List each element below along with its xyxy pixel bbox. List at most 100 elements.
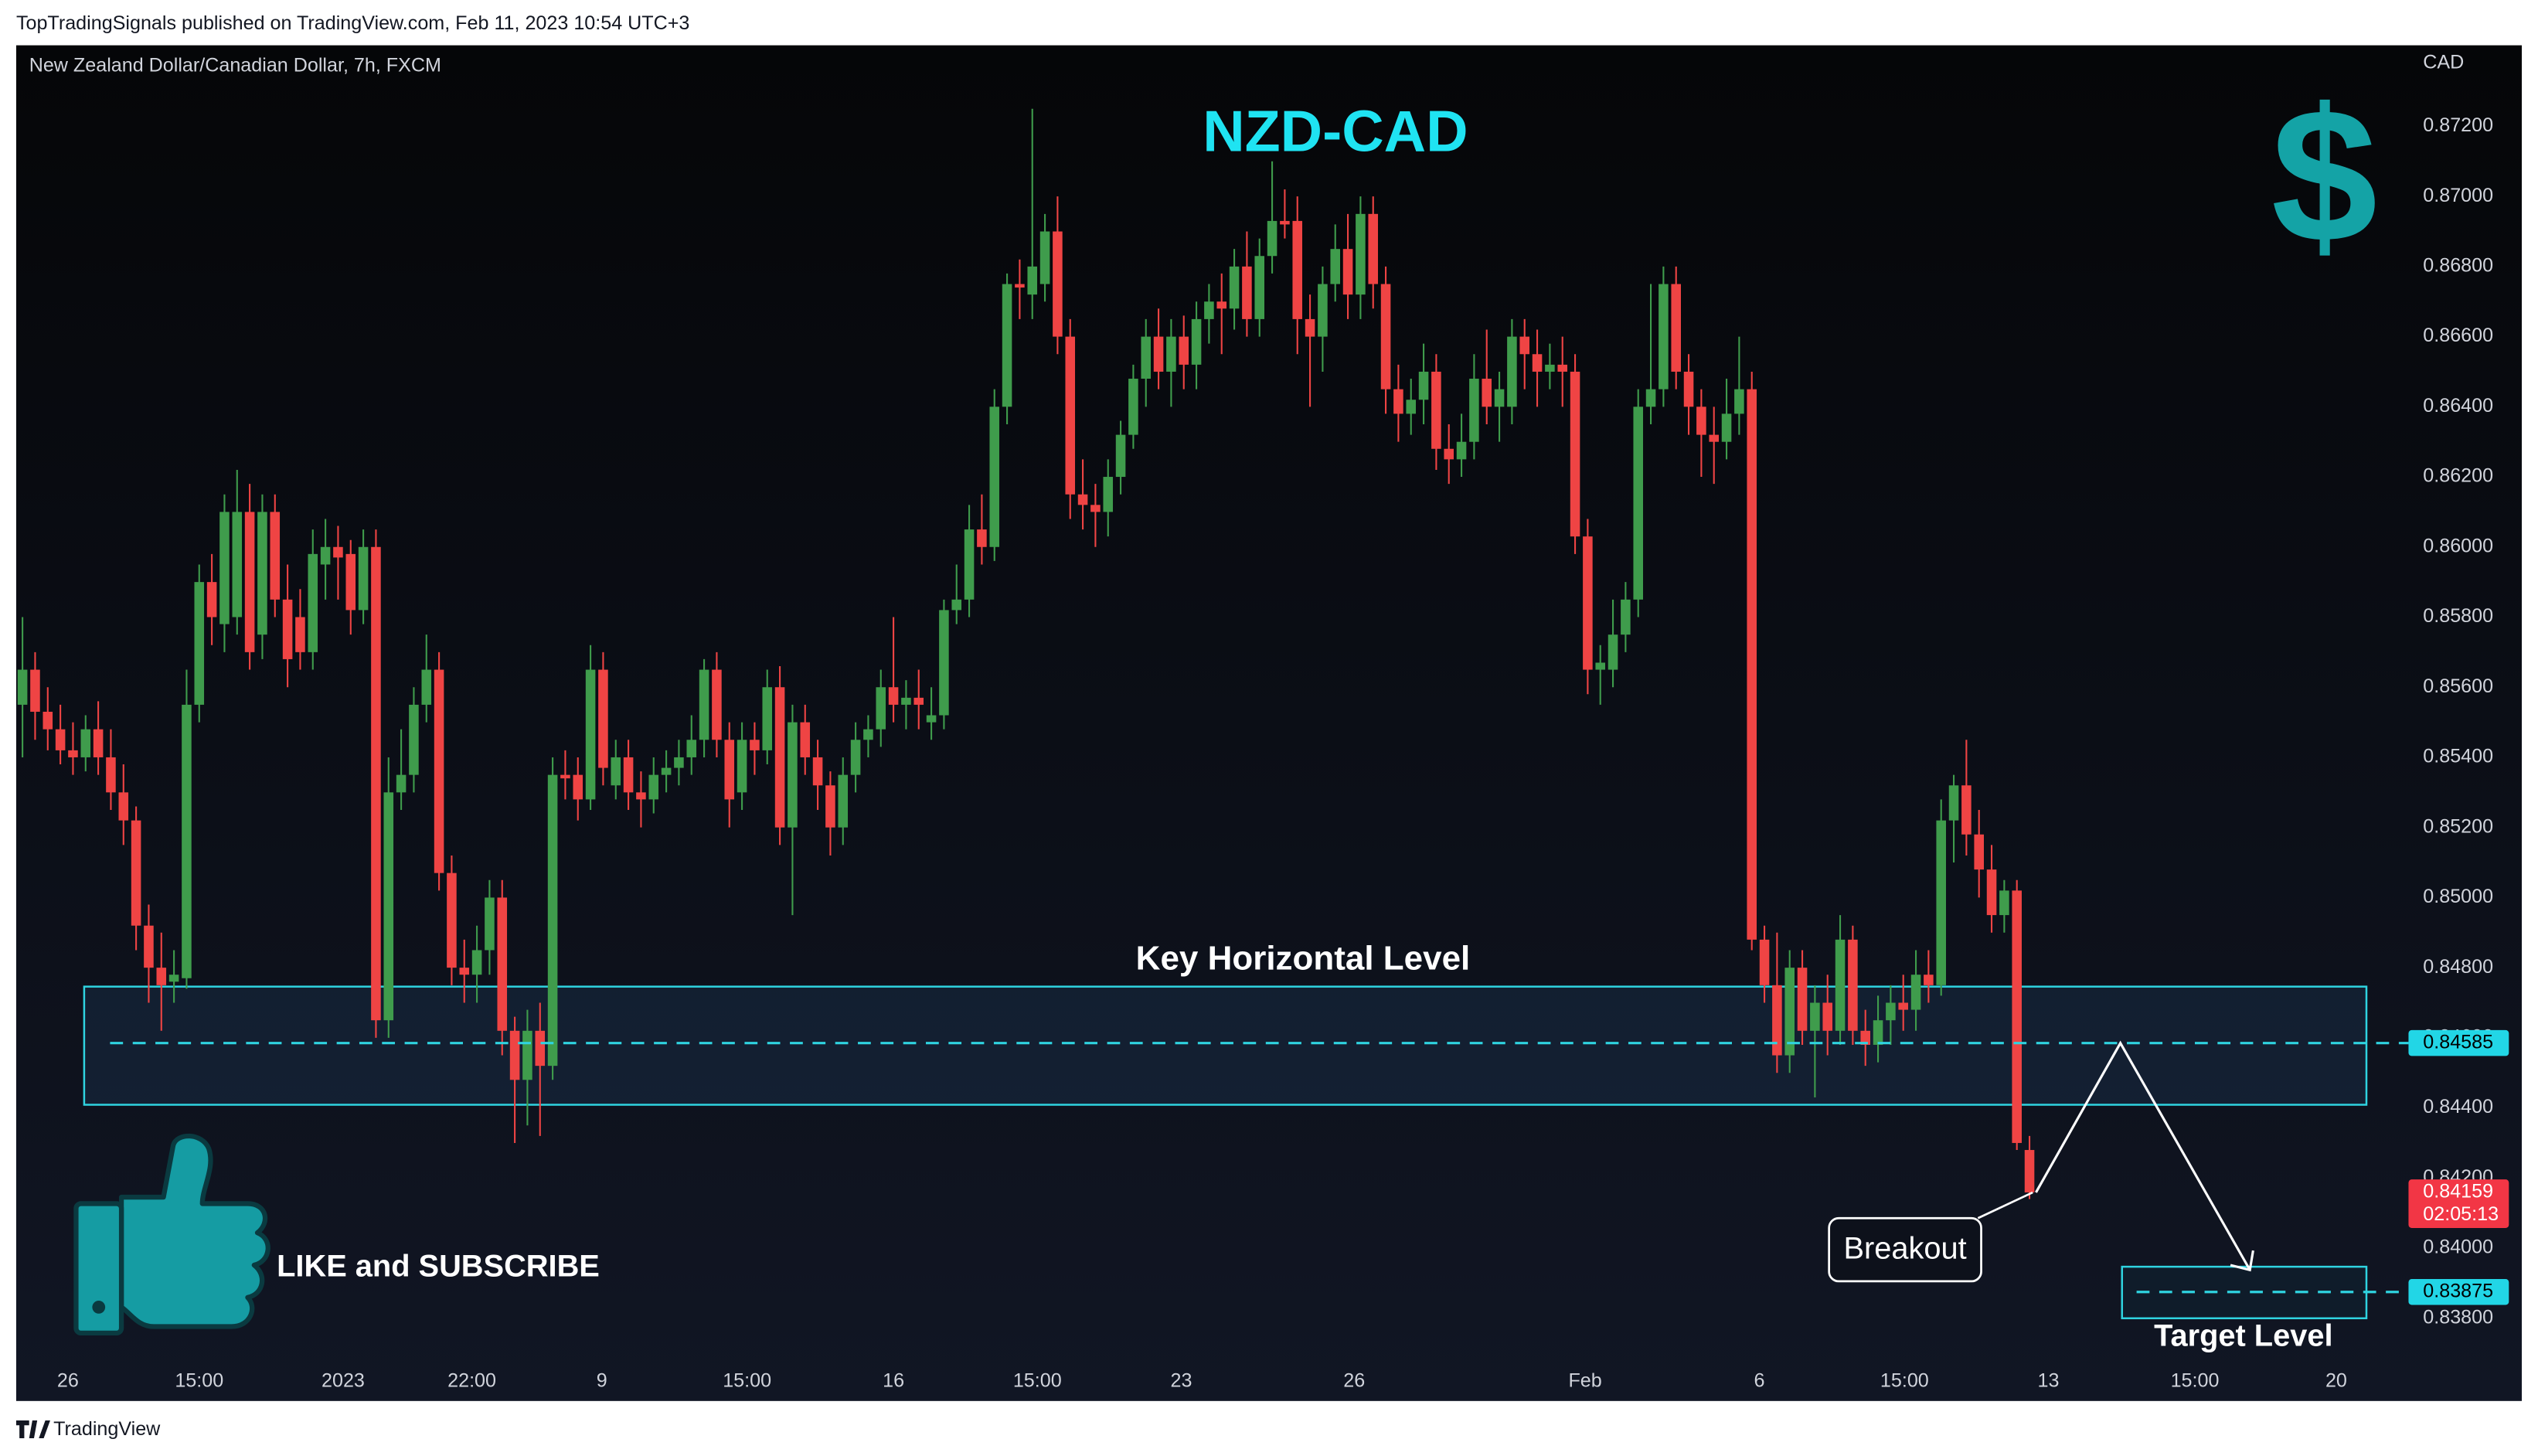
candle-body (1621, 599, 1631, 635)
candle-body (1292, 220, 1303, 319)
target-price-box (2408, 1279, 2509, 1305)
candle-body (1015, 284, 1025, 288)
x-tick-label: 9 (597, 1369, 607, 1391)
countdown-label: 02:05:13 (2423, 1203, 2499, 1225)
candle-body (232, 512, 243, 617)
candle-body (1659, 284, 1669, 390)
candle-body (1280, 220, 1290, 225)
candle-body (1936, 820, 1946, 985)
candle-body (522, 1030, 532, 1080)
candle-body (1166, 336, 1176, 372)
candle-body (788, 722, 798, 828)
candle-body (383, 792, 394, 1021)
candle-body (1027, 266, 1038, 295)
candle-body (17, 669, 28, 705)
candle-body (724, 740, 735, 800)
chart-title: NZD-CAD (1203, 99, 1468, 164)
candle-body (1810, 1002, 1820, 1031)
currency-label: CAD (2423, 51, 2464, 73)
candle-body (1418, 371, 1429, 400)
candle-body (1393, 389, 1403, 414)
key-zone (83, 985, 2368, 1106)
candle-body (1683, 371, 1694, 407)
candle-body (989, 407, 1000, 547)
candle-body (80, 729, 91, 757)
candle-body (901, 697, 911, 705)
candle-body (43, 711, 53, 730)
y-tick-label: 0.85800 (2423, 605, 2493, 627)
candle-body (699, 669, 709, 740)
key-level-label: Key Horizontal Level (1136, 940, 1471, 978)
candle-body (320, 546, 331, 565)
candle-body (1999, 890, 2009, 916)
candle-body (156, 968, 167, 985)
projection-arrow (2035, 1040, 2251, 1271)
candle-body (1873, 1020, 1883, 1045)
candle-body (295, 617, 305, 652)
candle-body (308, 553, 318, 652)
candle-body (1090, 505, 1101, 512)
candle-body (1784, 968, 1795, 1056)
y-tick-label: 0.84400 (2423, 1096, 2493, 1118)
candle-body (409, 704, 419, 775)
x-tick-label: 22:00 (447, 1369, 496, 1391)
candle-body (623, 757, 634, 793)
candle-body (737, 740, 747, 793)
candle-body (1860, 1030, 1870, 1045)
candle-body (131, 820, 141, 926)
candle-body (1835, 939, 1846, 1031)
candle-body (1456, 441, 1467, 460)
candle-body (1482, 379, 1492, 407)
candle-body (371, 546, 381, 1021)
y-tick-label: 0.86400 (2423, 395, 2493, 417)
candle-body (1570, 371, 1580, 537)
y-tick-label: 0.85000 (2423, 886, 2493, 907)
candle-body (144, 925, 154, 968)
y-tick-label: 0.85600 (2423, 675, 2493, 697)
x-tick-label: 15:00 (2171, 1369, 2220, 1391)
candle-body (168, 975, 179, 982)
candle-body (535, 1030, 546, 1066)
candle-body (1772, 985, 1782, 1056)
breakout-label: Breakout (1843, 1232, 1966, 1266)
candle-body (674, 757, 684, 768)
candle-body (1494, 389, 1505, 407)
candle-body (30, 669, 40, 712)
candle-body (1645, 389, 1656, 407)
candle-body (1242, 266, 1252, 319)
candle-body (1469, 379, 1479, 442)
y-tick-label: 0.84800 (2423, 956, 2493, 978)
candle-body (1671, 284, 1682, 372)
x-tick-label: 20 (2325, 1369, 2347, 1391)
candle-body (1179, 336, 1189, 365)
candle-body (850, 740, 861, 775)
candle-body (1002, 284, 1012, 407)
candle-body (1115, 434, 1126, 478)
candle-body (1065, 336, 1076, 495)
candle-body (1267, 220, 1278, 257)
candle-body (1747, 389, 1757, 940)
candle-body (1330, 249, 1341, 284)
candle-body (471, 950, 482, 975)
target-label: Target Level (2154, 1318, 2332, 1352)
candle-body (68, 750, 78, 757)
candle-body (282, 599, 293, 659)
candle-body (2012, 890, 2022, 1143)
candle-body (774, 687, 785, 828)
thumbs-up-icon (73, 1133, 270, 1336)
candle-body (1986, 869, 1997, 916)
candle-body (1342, 249, 1353, 295)
candle-body (863, 729, 873, 740)
y-tick-label: 0.85200 (2423, 815, 2493, 837)
candle-body (1898, 1002, 1908, 1010)
candle-body (1380, 284, 1391, 390)
target-price-label: 0.83875 (2423, 1280, 2493, 1301)
candle-body (485, 897, 495, 951)
y-tick-label: 0.86000 (2423, 535, 2493, 556)
candle-body (888, 687, 899, 705)
x-tick-label: 26 (57, 1369, 79, 1391)
candle-body (1961, 785, 1972, 835)
publish-header: TopTradingSignals published on TradingVi… (16, 12, 689, 34)
